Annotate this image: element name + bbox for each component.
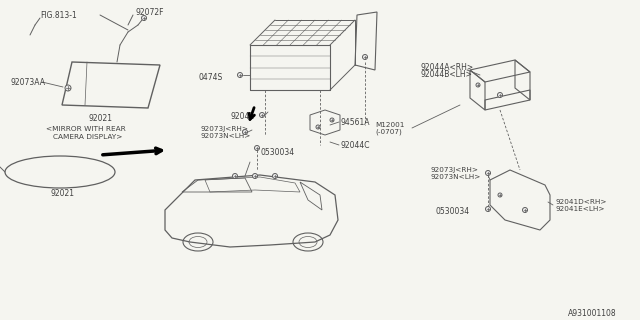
Text: CAMERA DISPLAY>: CAMERA DISPLAY> (53, 134, 122, 140)
Text: 92044C: 92044C (340, 140, 369, 149)
Circle shape (362, 54, 367, 60)
Text: 92041E<LH>: 92041E<LH> (555, 206, 605, 212)
Text: 92073N<LH>: 92073N<LH> (200, 133, 250, 139)
Text: 94561A: 94561A (340, 117, 369, 126)
Text: 92041D<RH>: 92041D<RH> (555, 199, 607, 205)
Circle shape (330, 118, 334, 122)
Text: 92044A<RH>: 92044A<RH> (420, 62, 473, 71)
Circle shape (259, 113, 264, 117)
Text: 92044B<LH>: 92044B<LH> (420, 69, 472, 78)
Circle shape (243, 130, 248, 134)
Text: 0530034: 0530034 (435, 207, 469, 217)
Text: 92073J<RH>: 92073J<RH> (200, 126, 248, 132)
Circle shape (65, 85, 71, 91)
Circle shape (316, 125, 320, 129)
Circle shape (497, 92, 502, 98)
Text: 92072F: 92072F (135, 7, 163, 17)
Circle shape (253, 173, 257, 179)
Text: (-0707): (-0707) (375, 129, 402, 135)
Text: <MIRROR WITH REAR: <MIRROR WITH REAR (46, 126, 125, 132)
Text: 92021: 92021 (50, 189, 74, 198)
Circle shape (141, 15, 147, 20)
Circle shape (273, 173, 278, 179)
Circle shape (486, 206, 490, 212)
Text: 92073J<RH>: 92073J<RH> (430, 167, 478, 173)
Circle shape (486, 171, 490, 175)
Text: FIG.813-1: FIG.813-1 (40, 11, 77, 20)
Text: 92073AA: 92073AA (10, 77, 45, 86)
Text: 92073N<LH>: 92073N<LH> (430, 174, 481, 180)
Text: M12001: M12001 (375, 122, 404, 128)
Circle shape (237, 73, 243, 77)
Text: A931001108: A931001108 (568, 309, 616, 318)
Circle shape (522, 207, 527, 212)
Circle shape (232, 173, 237, 179)
Text: 92021: 92021 (88, 114, 112, 123)
Text: 0474S: 0474S (198, 73, 222, 82)
Circle shape (498, 193, 502, 197)
Text: 92041: 92041 (230, 111, 254, 121)
Circle shape (476, 83, 480, 87)
Text: 0530034: 0530034 (260, 148, 294, 156)
Circle shape (255, 146, 259, 150)
